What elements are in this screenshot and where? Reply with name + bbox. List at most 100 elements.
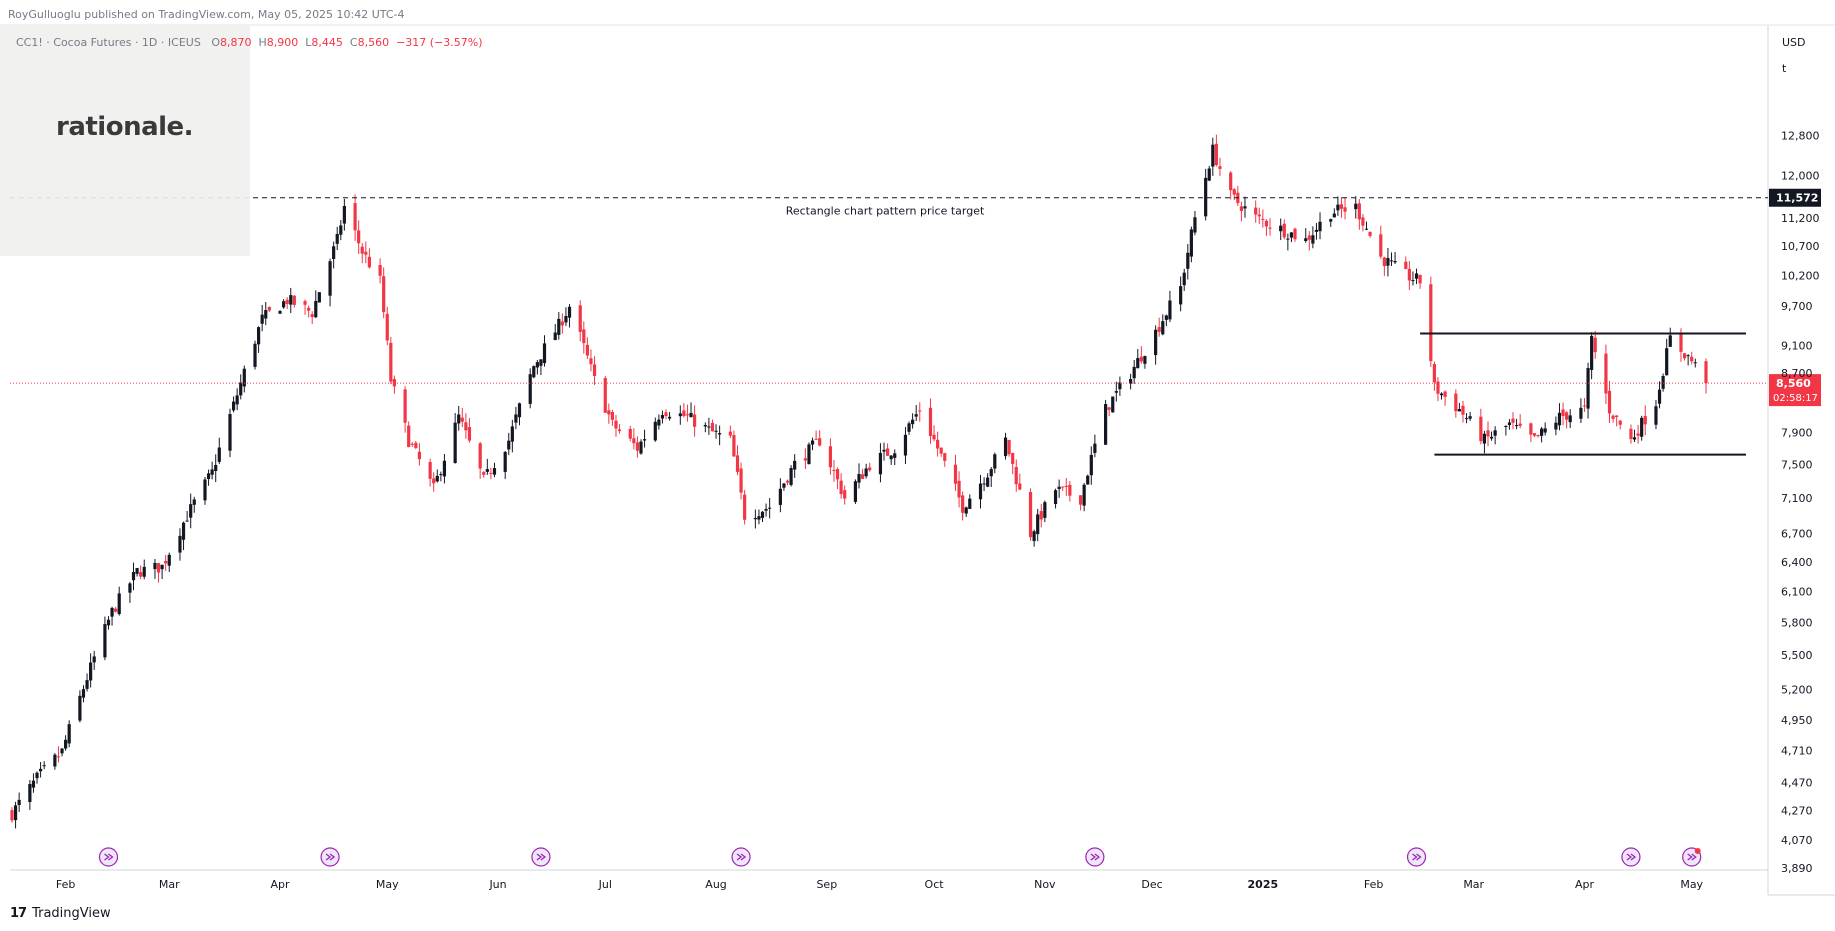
candle bbox=[578, 300, 582, 342]
candle bbox=[685, 404, 690, 422]
time-tick-label: Nov bbox=[1034, 878, 1056, 891]
candle-body bbox=[435, 475, 439, 482]
candle-body bbox=[968, 498, 972, 509]
candle-body bbox=[1157, 327, 1161, 332]
candle bbox=[664, 409, 668, 420]
economic-event-icon[interactable] bbox=[731, 847, 751, 867]
candle-body bbox=[278, 311, 282, 314]
candle-body bbox=[664, 412, 668, 417]
candle bbox=[653, 417, 657, 442]
candle-body bbox=[1179, 286, 1183, 305]
candle-body bbox=[1214, 143, 1218, 166]
candle-body bbox=[1661, 376, 1665, 389]
candle-body bbox=[1007, 439, 1011, 455]
candle bbox=[1432, 361, 1436, 391]
candle bbox=[314, 290, 318, 319]
candle-body bbox=[1111, 396, 1115, 413]
candle-body bbox=[1693, 362, 1697, 364]
candle-body bbox=[206, 473, 211, 479]
unit-label[interactable]: t bbox=[1782, 62, 1787, 75]
economic-event-icon[interactable] bbox=[320, 847, 340, 867]
candle-body bbox=[514, 414, 518, 423]
candle-body bbox=[785, 480, 790, 483]
economic-event-icon[interactable] bbox=[98, 847, 119, 867]
candle-body bbox=[1429, 284, 1433, 362]
candle-body bbox=[510, 426, 514, 442]
time-axis[interactable]: Feb Mar Apr May Jun Jul Aug Sep Oct Nov Dec 2025 Feb… bbox=[56, 878, 1704, 891]
candle-body bbox=[639, 441, 643, 454]
candle-body bbox=[1411, 280, 1415, 282]
currency-selector[interactable]: USD t bbox=[1776, 30, 1826, 82]
candle-body bbox=[760, 511, 765, 518]
candle bbox=[853, 479, 858, 504]
candle-body bbox=[1582, 405, 1587, 407]
candle bbox=[1086, 474, 1090, 485]
candle-body bbox=[1161, 321, 1165, 335]
candle bbox=[507, 432, 511, 456]
candle-body bbox=[810, 440, 815, 445]
candle bbox=[1043, 500, 1047, 523]
candle-body bbox=[110, 607, 114, 617]
economic-event-icon[interactable] bbox=[531, 847, 551, 867]
candle-body bbox=[1103, 404, 1108, 445]
candle-body bbox=[918, 410, 922, 412]
candle bbox=[1143, 355, 1147, 369]
candle-body bbox=[253, 343, 257, 367]
candle-body bbox=[660, 415, 665, 419]
candle-body bbox=[936, 439, 940, 449]
symbol-name[interactable]: CC1! · Cocoa Futures · 1D · ICEUS bbox=[16, 36, 201, 49]
candle bbox=[603, 376, 607, 414]
candle bbox=[1543, 422, 1547, 436]
candle-body bbox=[1028, 492, 1033, 538]
double-chevron-icon bbox=[104, 853, 114, 861]
candle bbox=[1186, 243, 1190, 280]
candle-body bbox=[1504, 425, 1508, 427]
candle-body bbox=[628, 428, 632, 439]
candle-body bbox=[1032, 531, 1036, 542]
economic-event-icon[interactable] bbox=[1621, 847, 1641, 867]
candle bbox=[256, 326, 261, 353]
currency-label[interactable]: USD bbox=[1782, 36, 1806, 49]
candle-body bbox=[1629, 428, 1633, 440]
candle-body bbox=[642, 439, 647, 441]
candle-body bbox=[1282, 223, 1286, 238]
candle bbox=[1593, 330, 1597, 359]
candle bbox=[943, 452, 947, 467]
candle-body bbox=[793, 460, 797, 470]
tradingview-footer-logo[interactable]: 17 TradingView bbox=[10, 906, 111, 921]
candle bbox=[1511, 412, 1515, 430]
candle bbox=[832, 460, 836, 482]
candle bbox=[1429, 276, 1433, 367]
candle bbox=[1682, 353, 1687, 361]
candle bbox=[517, 402, 522, 426]
candle-body bbox=[1268, 227, 1272, 229]
candle bbox=[1629, 424, 1633, 444]
price-axis[interactable]: 12,800 12,000 11,200 10,700 10,200 9,700 9,100… bbox=[1781, 130, 1820, 875]
candle bbox=[757, 509, 761, 525]
candle-body bbox=[181, 522, 186, 540]
economic-event-icon[interactable] bbox=[1085, 847, 1105, 867]
candle bbox=[1354, 196, 1358, 219]
candle-body bbox=[911, 419, 915, 425]
candle-body bbox=[657, 419, 661, 426]
candle bbox=[1318, 212, 1322, 240]
symbol-legend[interactable]: CC1! · Cocoa Futures · 1D · ICEUS O8,870… bbox=[16, 36, 483, 49]
candle bbox=[1557, 403, 1562, 431]
candle-body bbox=[1336, 204, 1340, 211]
candle-body bbox=[610, 412, 615, 420]
candle-body bbox=[893, 453, 897, 458]
candle-body bbox=[1514, 425, 1519, 427]
price-tick-label: 5,200 bbox=[1781, 684, 1813, 697]
economic-event-icon[interactable] bbox=[1406, 847, 1427, 867]
candle-body bbox=[485, 469, 489, 472]
candle bbox=[489, 467, 493, 480]
economic-event-icon[interactable] bbox=[1682, 847, 1702, 867]
double-chevron-icon bbox=[1687, 853, 1697, 861]
candle-body bbox=[1454, 393, 1458, 412]
candle-body bbox=[439, 474, 443, 476]
candle bbox=[457, 406, 461, 431]
price-tick-label: 5,500 bbox=[1781, 649, 1813, 662]
candle bbox=[1590, 332, 1594, 380]
candle bbox=[67, 720, 71, 748]
